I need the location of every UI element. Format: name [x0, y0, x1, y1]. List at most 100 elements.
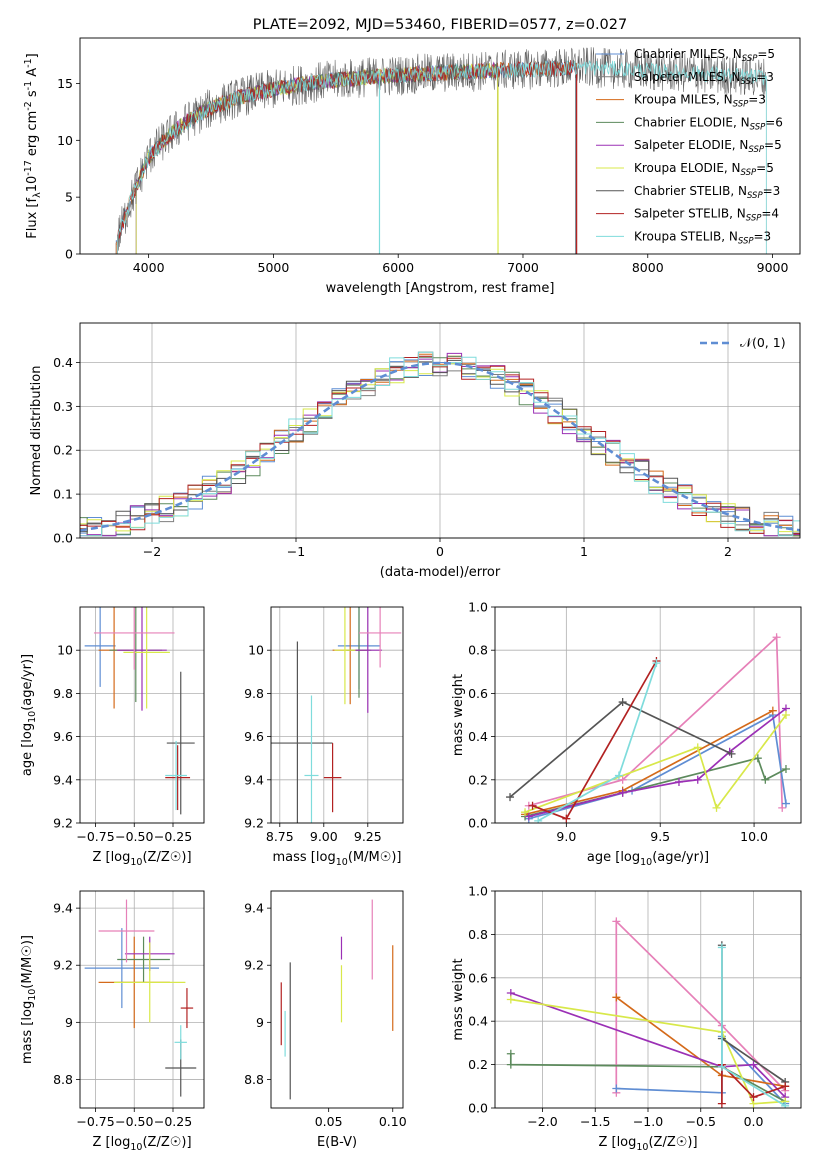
legend-value: =3 [748, 93, 766, 107]
label-part: 10 [130, 1142, 142, 1153]
series-line [117, 59, 767, 254]
axes: −2.0 −1.5 −1.0 −0.5 0.0 0.0 0.2 0.4 0.6 0.8 1.0 Z [… [451, 884, 802, 1153]
legend-sub: SSP [746, 214, 762, 224]
label-part: mass weight [451, 674, 466, 756]
x-axis-label: Z [log10(Z/Z☉)] [92, 1135, 191, 1153]
weight-marker [772, 633, 781, 642]
tick-label-y: 0.8 [468, 643, 488, 658]
tick-label-x: −0.25 [154, 1114, 192, 1129]
plot-area [506, 633, 790, 823]
grid [495, 890, 801, 1109]
label-part: (Z/Z☉)] [142, 1135, 191, 1150]
tick-label-y: 0.6 [468, 970, 488, 985]
tick-label-y: 0.4 [468, 729, 488, 744]
tick-label-y: 9.8 [244, 686, 264, 701]
weight-marker [612, 917, 621, 926]
plot-area [80, 351, 800, 537]
tick-label-x: −0.75 [76, 1114, 114, 1129]
weight-marker [712, 803, 721, 812]
label-part: age [ [20, 743, 35, 776]
tick-label-y: 9 [256, 1015, 264, 1030]
plot-area [271, 607, 402, 823]
tick-label-y: 0.0 [53, 531, 73, 546]
plot-area [84, 899, 197, 1097]
label-part: (Z/Z☉)] [142, 850, 191, 865]
label-part: log [617, 1135, 637, 1150]
tick-label-y: 1.0 [468, 600, 488, 615]
histogram-step [80, 355, 800, 535]
weight-marker [674, 777, 683, 786]
tick-label-x: −0.75 [76, 829, 114, 844]
tick-label-x: 10.0 [740, 829, 768, 844]
weight-marker [506, 1060, 515, 1069]
tick-label-y: 0.3 [53, 399, 73, 414]
label-part: mass weight [451, 958, 466, 1040]
weight-marker [528, 801, 537, 810]
label-part: log [20, 1001, 35, 1021]
legend-value: =3 [754, 229, 772, 243]
label-part: ] [25, 53, 40, 58]
label-part: (data-model)/error [380, 565, 501, 580]
x-axis-label: Z [log10(Z/Z☉)] [92, 850, 191, 868]
weight-marker [761, 775, 770, 784]
label-part: log [111, 850, 131, 865]
axes-frame [79, 606, 205, 824]
axes: −0.75 −0.50 −0.258.899.29.4Z [log10(Z/Z☉)]… [20, 890, 205, 1153]
weight-marker [717, 1062, 726, 1071]
chart-title: PLATE=2092, MJD=53460, FIBERID=0577, z=0… [253, 17, 627, 33]
legend-value: =6 [765, 115, 783, 129]
tick-label-y: 9.2 [53, 816, 73, 831]
tick-label-x: 8.75 [266, 829, 294, 844]
y-axis-label: age [log10(age/yr)] [20, 654, 38, 776]
grid [80, 891, 204, 1108]
weight-marker [693, 743, 702, 752]
legend-label: Kroupa STELIB, NSSP=3 [634, 229, 771, 246]
label-part: E(B-V) [317, 1135, 357, 1150]
x-axis-label: (data-model)/error [380, 565, 501, 580]
tick-label-x: 2 [724, 544, 732, 559]
series-line [115, 59, 576, 254]
weight-marker [618, 788, 627, 797]
weight-marker [717, 943, 726, 952]
axes: 9.0 9.5 10.0 0.0 0.2 0.4 0.6 0.8 1.0 age [log10(a… [451, 600, 802, 868]
weight-marker [612, 1084, 621, 1093]
axes-frame [270, 606, 404, 824]
weight-marker [614, 771, 623, 780]
label-part: Z [ [92, 850, 110, 865]
tick-label-x: 9.5 [650, 829, 670, 844]
tick-label-y: 9.2 [244, 816, 264, 831]
tick-label-x: 4000 [133, 260, 165, 275]
legend-label: Salpeter MILES, NSSP=3 [634, 70, 774, 87]
tick-label-y: 9 [65, 1015, 73, 1030]
panel-weight_vs_Z: −2.0 −1.5 −1.0 −0.5 0.0 0.0 0.2 0.4 0.6 0.8 1.0 Z [… [451, 884, 802, 1153]
tick-label-y: 0.8 [468, 927, 488, 942]
label-part: Z [ [598, 1135, 616, 1150]
axes-frame [494, 890, 802, 1109]
label-part: log [316, 850, 336, 865]
label-part: 10 [130, 857, 142, 868]
axes-frame [79, 322, 801, 539]
axes-frame [494, 606, 802, 824]
panel-weight_vs_age: 9.0 9.5 10.0 0.0 0.2 0.4 0.6 0.8 1.0 age [log10(a… [451, 600, 802, 868]
weight-marker [524, 812, 533, 821]
weight-line [510, 998, 786, 1105]
weight-marker [781, 1101, 790, 1108]
label-part: (M/M☉)] [20, 935, 35, 989]
legend-text: Chabrier STELIB, N [634, 184, 747, 198]
tick-label-x: 9.00 [310, 829, 338, 844]
panel-mass_vs_EBV: 0.05 0.10 8.8 9 9.2 9.4 E(B-V) [244, 890, 407, 1150]
label-part: 10 [25, 176, 40, 193]
tick-label-x: 0.10 [379, 1114, 407, 1129]
plot-area [115, 47, 767, 254]
tick-label-y: 9.4 [244, 772, 264, 787]
tick-label-x: 8000 [632, 260, 664, 275]
tick-label-x: −2 [143, 544, 161, 559]
label-part: (Z/Z☉)] [648, 1135, 697, 1150]
axes-frame [79, 37, 801, 255]
y-axis-label: Flux [fλ10-17 erg cm-2 s-1 A-1] [23, 53, 43, 238]
label-part: -2 [23, 101, 34, 110]
weight-marker [749, 1060, 758, 1069]
legend-sub: SSP [741, 168, 757, 178]
